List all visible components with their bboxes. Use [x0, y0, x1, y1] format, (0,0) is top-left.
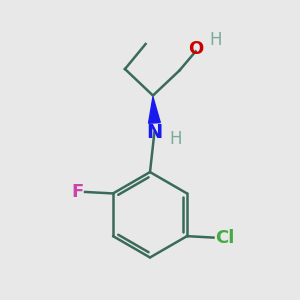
Text: F: F	[71, 183, 84, 201]
Text: Cl: Cl	[215, 229, 234, 247]
Text: O: O	[188, 40, 203, 58]
Text: H: H	[209, 31, 221, 49]
Text: N: N	[146, 123, 163, 142]
Text: H: H	[170, 130, 182, 148]
Polygon shape	[148, 97, 160, 123]
